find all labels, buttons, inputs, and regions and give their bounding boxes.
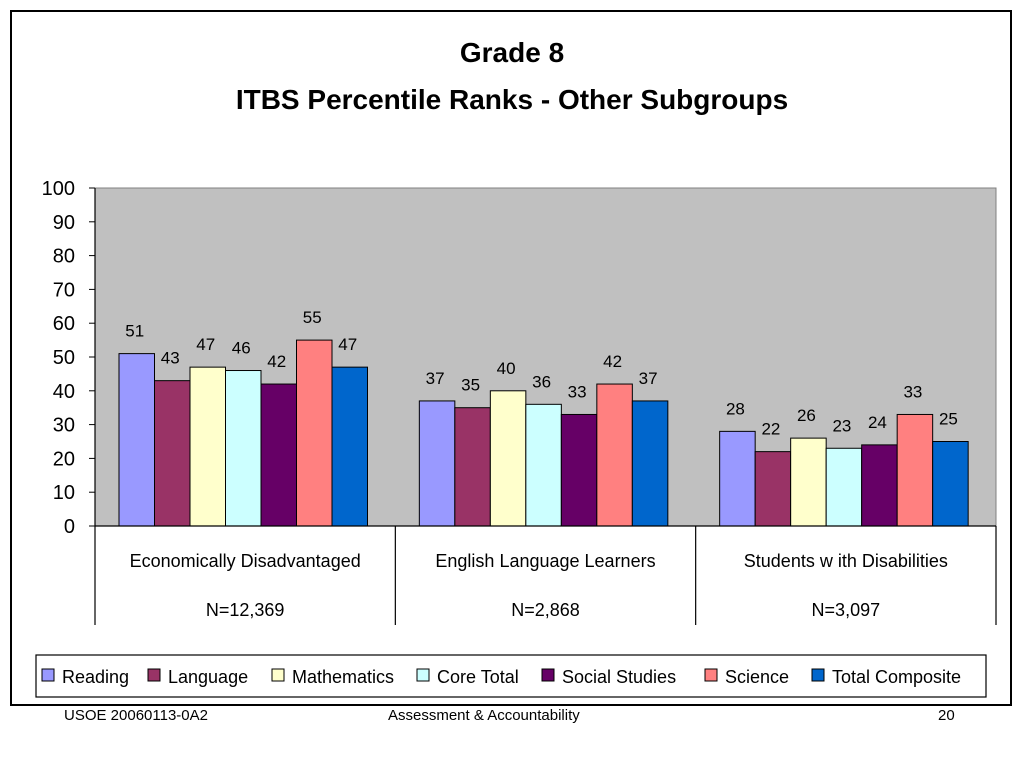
chart-title: Grade 8: [460, 37, 564, 68]
bar: [260, 383, 297, 527]
bar: [118, 353, 155, 527]
data-label: 51: [125, 322, 144, 341]
bar: [189, 366, 226, 527]
category-label: Students w ith Disabilities: [744, 551, 948, 571]
data-label: 28: [726, 399, 745, 418]
bar: [418, 400, 456, 527]
chart-subtitle: ITBS Percentile Ranks - Other Subgroups: [236, 84, 788, 115]
legend-label: Mathematics: [292, 667, 394, 687]
data-label: 42: [603, 352, 622, 371]
legend-swatch: [41, 668, 55, 682]
legend-swatch: [541, 668, 555, 682]
y-tick-label: 20: [53, 448, 75, 470]
data-label: 37: [639, 369, 658, 388]
footer-left: USOE 20060113-0A2: [64, 707, 208, 724]
category-count-label: N=3,097: [812, 600, 881, 620]
bar: [932, 441, 969, 527]
bar: [331, 366, 368, 527]
bar: [719, 430, 756, 527]
legend-label: Core Total: [437, 667, 519, 687]
data-label: 43: [161, 349, 180, 368]
legend-label: Reading: [62, 667, 129, 687]
data-label: 24: [868, 413, 887, 432]
y-tick-label: 90: [53, 212, 75, 234]
data-label: 33: [568, 382, 587, 401]
category-label: Economically Disadvantaged: [130, 551, 361, 571]
legend-swatch: [271, 668, 285, 682]
category-count-label: N=12,369: [206, 600, 285, 620]
data-label: 55: [303, 308, 322, 327]
data-label: 47: [196, 335, 215, 354]
bar: [861, 444, 898, 527]
bar: [454, 407, 491, 527]
data-label: 23: [832, 416, 851, 435]
data-label: 35: [461, 376, 480, 395]
y-tick-label: 60: [53, 313, 75, 335]
bar: [896, 413, 934, 527]
bars: 51 37 28 43 35 22 47 40 26 46 36 23 42 33 24 55 42 33 47 37…: [118, 308, 969, 527]
data-label: 26: [797, 406, 816, 425]
data-label: 22: [761, 420, 780, 439]
legend-label: Total Composite: [832, 667, 961, 687]
data-label: 33: [903, 382, 922, 401]
y-axis: 0 10 20 30 40 50 60 70 80 90 100: [42, 178, 96, 538]
y-tick-label: 30: [53, 415, 75, 437]
legend-label: Social Studies: [562, 667, 676, 687]
legend-label: Language: [168, 667, 248, 687]
data-label: 42: [267, 352, 286, 371]
data-label: 36: [532, 372, 551, 391]
data-label: 40: [497, 359, 516, 378]
legend-label: Science: [725, 667, 789, 687]
data-label: 25: [939, 410, 958, 429]
y-tick-label: 70: [53, 279, 75, 301]
footer-center: Assessment & Accountability: [388, 707, 580, 724]
legend-box: [35, 654, 987, 698]
bar: [825, 447, 863, 527]
legend-swatch: [147, 668, 161, 682]
y-tick-label: 40: [53, 381, 75, 403]
bar: [525, 403, 562, 527]
y-tick-label: 80: [53, 246, 75, 268]
bar: [754, 451, 792, 527]
legend-swatch: [811, 668, 825, 682]
legend: Reading Language Mathematics Core Total Soci…: [35, 654, 987, 698]
data-label: 46: [232, 339, 251, 358]
bar: [489, 390, 527, 527]
category-axis: Economically Disadvantaged N=12,369 Englis…: [94, 525, 997, 625]
bar: [154, 380, 191, 527]
bar: [225, 370, 262, 527]
bar: [790, 437, 827, 527]
y-tick-label: 0: [64, 516, 75, 538]
bar: [296, 339, 333, 527]
category-label: English Language Learners: [435, 551, 655, 571]
legend-swatch: [416, 668, 430, 682]
footer-page-number: 20: [938, 707, 955, 724]
y-tick-label: 50: [53, 347, 75, 369]
bar: [560, 413, 598, 527]
bar: [596, 383, 633, 527]
category-count-label: N=2,868: [511, 600, 580, 620]
data-label: 47: [338, 335, 357, 354]
y-tick-label: 100: [42, 178, 75, 200]
legend-swatch: [704, 668, 718, 682]
y-tick-label: 10: [53, 482, 75, 504]
bar: [631, 400, 669, 527]
data-label: 37: [426, 369, 445, 388]
